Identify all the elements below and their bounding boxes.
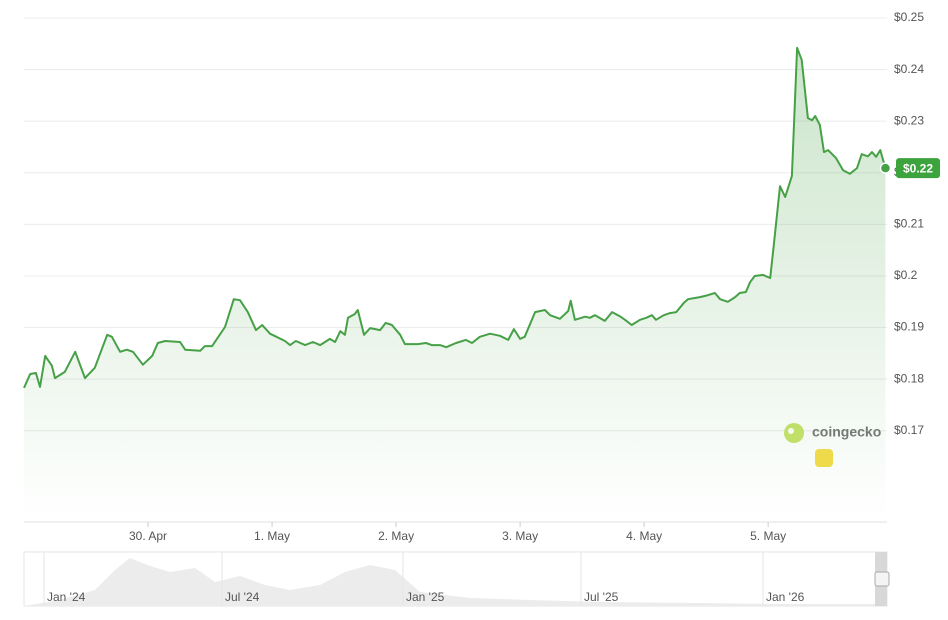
y-tick-label: $0.18 [894,371,924,385]
current-price-badge [896,158,940,179]
navigator[interactable] [23,551,890,607]
y-tick-label: $0.21 [894,217,924,231]
x-tick-label: 1. May [254,529,290,543]
y-tick-label: $0.2 [894,268,918,282]
current-price-label: $0.22 [903,161,933,175]
y-tick-label: $0.19 [894,320,924,334]
y-tick-label: $0.25 [894,10,924,24]
current-price-dot [879,162,892,174]
y-tick-label: $0.23 [894,113,924,127]
navigator-label: Jan '24 [47,590,86,604]
price-area [24,47,886,521]
x-tick-label: 4. May [626,529,662,543]
y-tick-label: $0.17 [894,423,924,437]
navigator-label: Jul '25 [584,590,619,604]
navigator-label: Jan '26 [766,590,805,604]
navigator-label: Jan '25 [406,590,445,604]
navigator-grip[interactable] [874,571,890,587]
x-tick-label: 2. May [378,529,414,543]
navigator-area [24,558,887,606]
navigator-label: Jul '24 [225,590,260,604]
y-tick-label: $0.24 [894,62,924,76]
price-line [23,46,887,389]
x-tick-label: 30. Apr [129,529,167,543]
x-tick-label: 5. May [750,529,786,543]
x-tick-label: 3. May [502,529,538,543]
